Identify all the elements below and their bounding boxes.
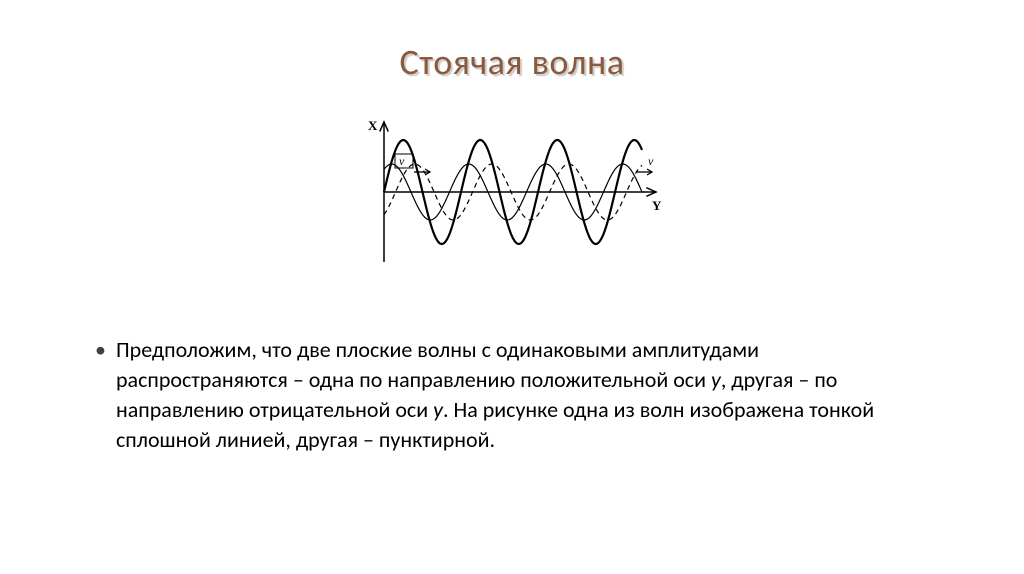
- wave-svg: X Yv v: [356, 112, 668, 272]
- para-seg-1: Предположим, что две плоские волны с оди…: [116, 336, 759, 393]
- slide-title: Стоячая волна: [0, 0, 1024, 84]
- para-y2: y: [433, 396, 443, 423]
- svg-text:Y: Y: [652, 198, 662, 213]
- chart-container: X Yv v: [0, 112, 1024, 277]
- title-text: Стоячая волна: [399, 40, 624, 84]
- svg-text:v: v: [648, 154, 654, 168]
- bullet-paragraph: • Предположим, что две плоские волны с о…: [95, 335, 925, 455]
- para-y1: y: [711, 366, 721, 393]
- paragraph-text: Предположим, что две плоские волны с оди…: [116, 335, 925, 455]
- svg-text:v: v: [399, 154, 405, 168]
- svg-text:X: X: [368, 118, 378, 133]
- standing-wave-chart: X Yv v: [356, 112, 668, 277]
- bullet-dot: •: [95, 335, 106, 365]
